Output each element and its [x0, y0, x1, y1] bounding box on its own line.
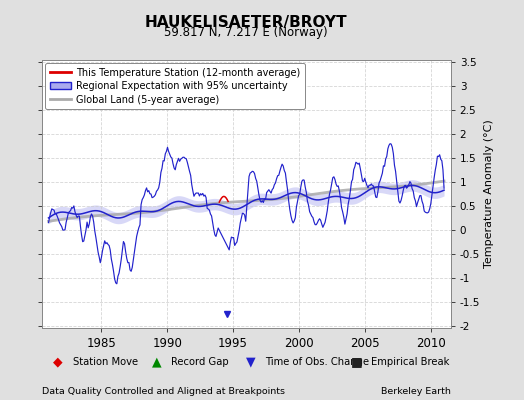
Y-axis label: Temperature Anomaly (°C): Temperature Anomaly (°C): [484, 120, 494, 268]
Legend: This Temperature Station (12-month average), Regional Expectation with 95% uncer: This Temperature Station (12-month avera…: [45, 63, 305, 110]
Text: ▼: ▼: [246, 356, 255, 368]
Text: HAUKELISAETER/BROYT: HAUKELISAETER/BROYT: [145, 15, 347, 30]
Text: ■: ■: [351, 356, 363, 368]
Text: Record Gap: Record Gap: [171, 357, 228, 367]
Text: ▲: ▲: [151, 356, 161, 368]
Text: 59.817 N, 7.217 E (Norway): 59.817 N, 7.217 E (Norway): [165, 26, 328, 39]
Text: Data Quality Controlled and Aligned at Breakpoints: Data Quality Controlled and Aligned at B…: [42, 387, 285, 396]
Text: Time of Obs. Change: Time of Obs. Change: [265, 357, 369, 367]
Text: Berkeley Earth: Berkeley Earth: [381, 387, 451, 396]
Text: Station Move: Station Move: [72, 357, 138, 367]
Text: Empirical Break: Empirical Break: [371, 357, 449, 367]
Text: ◆: ◆: [53, 356, 63, 368]
